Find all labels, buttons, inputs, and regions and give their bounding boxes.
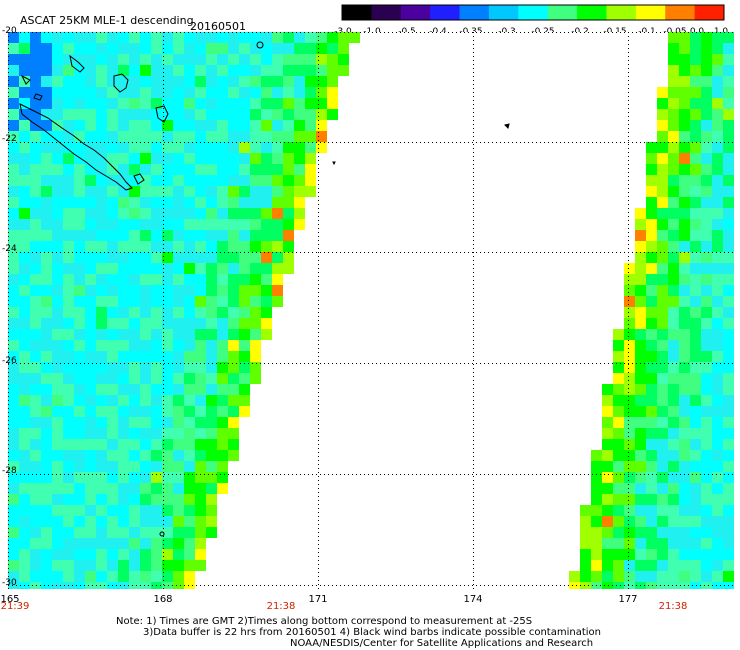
colorbar-swatch: [577, 5, 607, 20]
colorbar-swatch: [694, 5, 725, 20]
colorbar-swatch: [488, 5, 519, 20]
colorbar-swatch: [635, 5, 666, 20]
colorbar-swatch: [371, 5, 402, 20]
lat-label: -24: [2, 244, 17, 254]
lat-label: -26: [2, 356, 17, 366]
pass-time-middle: 21:38: [266, 601, 296, 612]
colorbar-swatch: [430, 5, 461, 20]
colorbar-swatch: [547, 5, 578, 20]
coastline: [19, 41, 510, 537]
colorbar-swatch: [342, 5, 372, 20]
colorbar-swatch: [400, 5, 431, 20]
lon-label: 168: [153, 594, 173, 605]
map-plot: [8, 32, 734, 589]
product-date: 20160501: [190, 20, 246, 33]
gridlines: [8, 32, 734, 589]
footer-note-2: 3)Data buffer is 22 hrs from 20160501 4)…: [143, 627, 601, 638]
colorbar-swatch: [665, 5, 696, 20]
lon-label: 174: [463, 594, 483, 605]
lat-label: -20: [2, 26, 17, 36]
pass-time-left: 21:39: [0, 601, 30, 612]
swath-data: [8, 32, 734, 589]
colorbar-swatch: [606, 5, 637, 20]
lat-label: -28: [2, 466, 17, 476]
pass-time-right: 21:38: [658, 601, 688, 612]
lon-label: 177: [618, 594, 638, 605]
product-title: ASCAT 25KM MLE-1 descending: [20, 14, 194, 27]
colorbar-swatch: [518, 5, 549, 20]
lat-label: -30: [2, 578, 17, 588]
lon-label: 165: [0, 594, 20, 605]
footer-note-1: Note: 1) Times are GMT 2)Times along bot…: [116, 616, 533, 627]
lon-label: 171: [308, 594, 328, 605]
colorbar-swatch: [459, 5, 490, 20]
lat-label: -22: [2, 134, 17, 144]
footer-note-3: NOAA/NESDIS/Center for Satellite Applica…: [290, 638, 594, 649]
